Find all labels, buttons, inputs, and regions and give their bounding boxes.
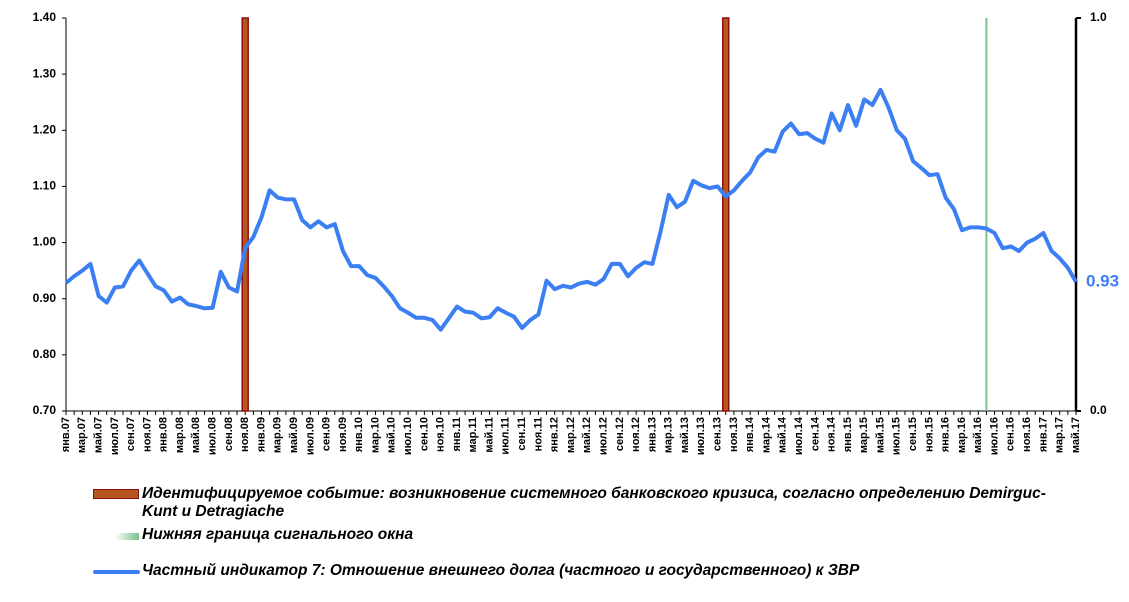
x-tick-label: мар.14 [760,416,772,453]
x-tick-label: янв.07 [60,417,72,452]
x-tick-label: янв.11 [451,417,463,452]
x-tick-label: июл.15 [891,417,903,455]
x-tick-label: май.07 [92,417,104,453]
last-value-label: 0.93 [1086,271,1119,290]
event-bar [722,17,730,412]
y2-tick-label: 0.0 [1090,403,1107,417]
x-tick-label: май.17 [1070,417,1082,453]
x-tick-label: ноя.11 [532,417,544,451]
legend-swatch [93,489,139,499]
x-tick-label: ноя.07 [141,417,153,452]
x-tick-label: май.14 [777,416,789,453]
x-tick-label: май.08 [190,417,202,453]
x-tick-label: янв.16 [940,417,952,452]
x-tick-label: июл.14 [793,416,805,455]
legend-item: Частный индикатор 7: Отношение внешнего … [93,562,1093,602]
x-tick-label: янв.10 [353,417,365,452]
x-tick-label: янв.17 [1037,417,1049,452]
x-tick-label: янв.09 [255,417,267,452]
y-tick-label: 1.10 [33,179,57,193]
legend-swatch [115,533,139,540]
legend-swatch [93,570,140,574]
legend-item: Идентифицируемое событие: возникновение … [93,485,1093,525]
x-tick-label: июл.13 [695,417,707,455]
x-tick-label: июл.16 [988,417,1000,455]
x-tick-label: ноя.15 [923,417,935,452]
page: {"chart_data": {"type": "line", "categor… [32,10,1120,579]
x-tick-label: мар.08 [174,417,186,453]
indicator-line [64,87,1078,332]
x-tick-label: сен.12 [614,417,626,451]
x-tick-label: янв.08 [158,417,170,452]
x-tick-label: июл.09 [304,417,316,455]
y-tick-label: 0.90 [33,291,57,305]
x-tick-label: ноя.08 [239,417,251,452]
x-tick-label: янв.14 [744,416,756,452]
x-tick-label: сен.08 [223,417,235,451]
x-tick-label: май.10 [386,417,398,453]
x-tick-label: мар.15 [858,417,870,453]
x-tick-label: мар.12 [565,417,577,453]
x-tick-label: янв.15 [842,417,854,452]
x-tick-label: сен.14 [809,416,821,451]
event-bar [241,17,249,412]
x-tick-label: янв.12 [549,417,561,452]
x-tick-label: июл.08 [207,417,219,455]
x-tick-label: май.09 [288,417,300,453]
x-tick-label: мар.09 [272,417,284,453]
legend-label: Идентифицируемое событие: возникновение … [142,485,1046,520]
x-tick-label: июл.10 [402,417,414,455]
x-tick-label: май.11 [483,417,495,453]
x-tick-label: май.13 [679,417,691,453]
x-tick-label: сен.10 [418,417,430,451]
y-tick-label: 1.00 [33,235,57,249]
x-tick-label: мар.11 [467,417,479,453]
x-tick-label: сен.16 [1005,417,1017,451]
x-tick-label: сен.13 [712,417,724,451]
x-tick-label: июл.07 [109,417,121,455]
x-tick-label: сен.09 [321,417,333,451]
x-tick-label: мар.07 [76,417,88,453]
y-tick-label: 0.80 [33,347,57,361]
x-tick-label: сен.15 [907,417,919,451]
y2-tick-label: 1.0 [1090,10,1107,24]
legend-label: Частный индикатор 7: Отношение внешнего … [142,562,860,579]
x-tick-label: мар.10 [369,417,381,453]
legend-label: Нижняя граница сигнального окна [142,526,414,543]
x-tick-label: май.12 [581,417,593,453]
x-tick-label: мар.16 [956,417,968,453]
y-tick-label: 1.40 [33,10,57,24]
x-tick-label: ноя.10 [435,417,447,452]
y-tick-label: 1.30 [33,66,57,80]
window-bar [985,18,988,411]
x-tick-label: сен.07 [125,417,137,451]
x-tick-label: ноя.09 [337,417,349,452]
x-tick-label: май.15 [874,417,886,453]
x-tick-label: июл.12 [597,417,609,455]
x-tick-label: сен.11 [516,417,528,451]
x-tick-label: ноя.16 [1021,417,1033,452]
x-tick-label: янв.13 [646,417,658,452]
legend-item: Нижняя граница сигнального окна [93,526,1093,566]
x-tick-label: мар.17 [1054,417,1066,453]
x-tick-label: май.16 [972,417,984,453]
y-tick-label: 1.20 [33,122,57,136]
y-tick-label: 0.70 [33,403,57,417]
x-tick-label: ноя.12 [630,417,642,452]
x-tick-label: ноя.14 [826,416,838,452]
x-tick-label: мар.13 [663,417,675,453]
x-tick-label: ноя.13 [728,417,740,452]
x-tick-label: июл.11 [500,417,512,455]
chart: 0.70 0.80 0.90 1.00 1.10 1.20 1.30 1.40 0.0 1.0 ян… [33,10,1119,455]
